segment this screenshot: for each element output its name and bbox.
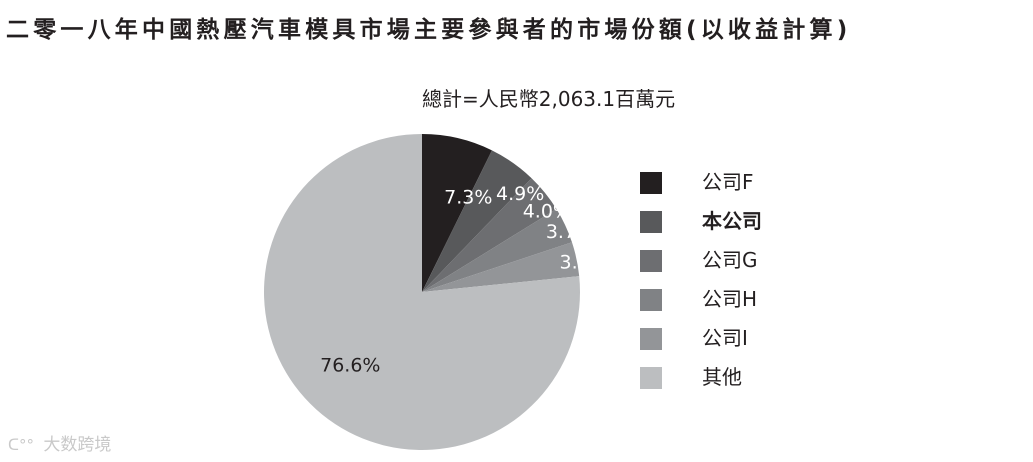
legend-swatch xyxy=(640,250,662,272)
slice-value-label-4: 3.7% xyxy=(546,221,594,243)
pie-slice-2 xyxy=(422,150,532,292)
legend-label: 公司F xyxy=(702,170,754,194)
watermark-logo-icon: ᑕ°° xyxy=(8,436,34,454)
chart-subtitle: 總計=人民幣2,063.1百萬元 xyxy=(422,87,676,111)
slice-value-label-5: 3.5% xyxy=(560,251,608,273)
legend-label: 其他 xyxy=(702,365,742,389)
watermark-text: 大数跨境 xyxy=(43,435,112,455)
legend-label: 公司H xyxy=(702,287,758,311)
legend-swatch xyxy=(640,172,662,194)
pie-slice-4 xyxy=(422,209,572,292)
legend-swatch xyxy=(640,328,662,350)
pie-slice-6 xyxy=(264,134,580,450)
pie-slice-5 xyxy=(422,242,580,292)
slice-value-label-1: 7.3% xyxy=(444,187,492,209)
watermark: ᑕ°° 大数跨境 xyxy=(8,430,111,455)
legend-label: 公司I xyxy=(702,326,748,350)
pie-slice-1 xyxy=(422,134,492,292)
slice-value-label-2: 4.9% xyxy=(496,183,544,205)
legend-swatch xyxy=(640,211,662,233)
legend-label: 本公司 xyxy=(702,209,762,233)
legend-swatch xyxy=(640,367,662,389)
legend-swatch xyxy=(640,289,662,311)
slice-value-label-3: 4.0% xyxy=(523,201,571,223)
pie-slice-3 xyxy=(422,178,557,292)
legend-label: 公司G xyxy=(702,248,758,272)
slice-value-label-6: 76.6% xyxy=(320,355,380,377)
chart-title: 二零一八年中國熱壓汽車模具市場主要參與者的市場份額(以收益計算) xyxy=(6,17,852,43)
